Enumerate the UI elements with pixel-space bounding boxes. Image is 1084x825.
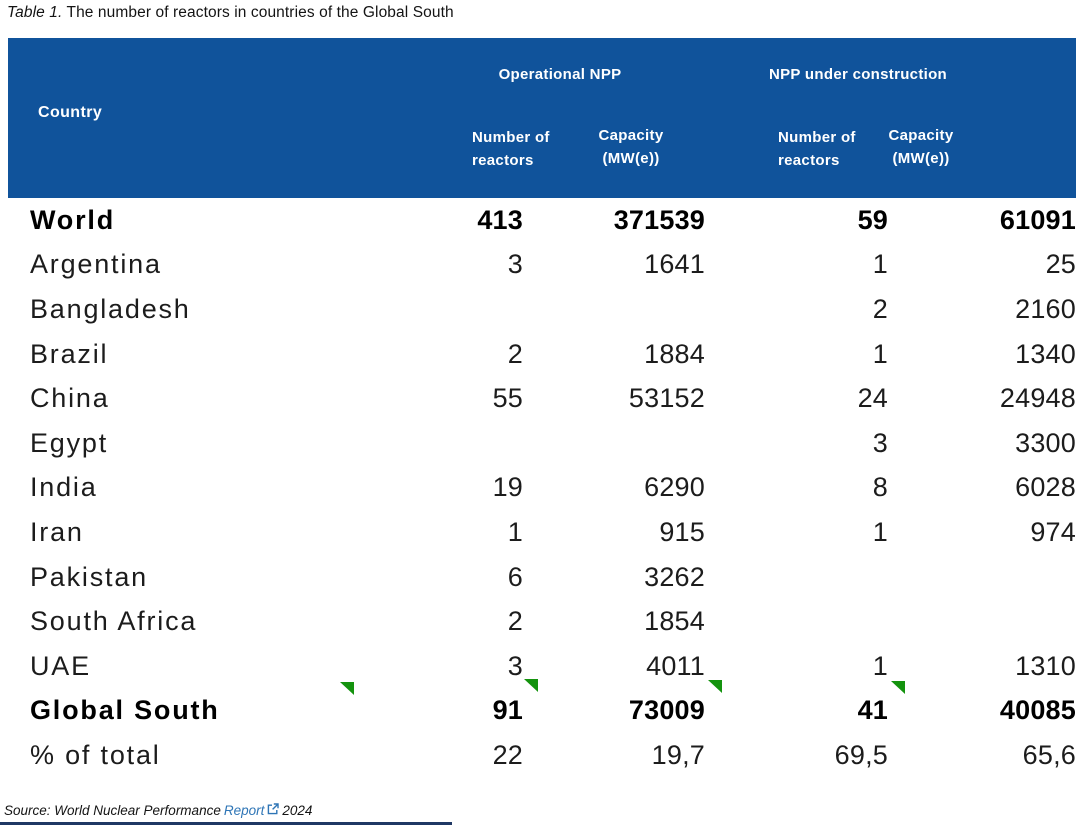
header-op-capacity: Capacity (MW(e)) [598,127,664,167]
value-cell: 1 [872,338,888,369]
value-cell: 3 [507,650,523,681]
value-cell: 1 [872,516,888,547]
value-cell: 1 [507,516,523,547]
table-row: Bangladesh 2 2160 [8,287,1076,332]
country-cell: World [30,204,115,235]
value-cell: 41 [857,695,888,726]
country-cell: China [30,383,110,414]
source-link[interactable]: Report [223,803,265,818]
value-cell: 1310 [1015,650,1076,681]
value-cell [705,599,888,644]
table-body-grid: World 413 371539 59 61091 Argentina 3 1641 1 25 Ba… [8,198,1076,778]
value-cell: 53152 [628,383,705,414]
country-cell: India [30,472,98,503]
country-cell: Iran [30,516,84,547]
table-row: Egypt 3 3300 [8,421,1076,466]
table-caption: Table 1. The number of reactors in count… [7,4,454,22]
source-prefix: Source: World Nuclear Performance [4,803,221,818]
value-cell: 915 [659,516,705,547]
table-row: South Africa 2 1854 [8,599,1076,644]
value-cell [420,287,523,332]
country-cell: UAE [30,650,91,681]
value-cell: 22 [492,739,523,770]
caption-text: The number of reactors in countries of t… [62,4,454,21]
value-cell: 61091 [999,204,1076,235]
value-cell: 2 [872,293,888,324]
value-cell: 6 [507,561,523,592]
value-cell: 1340 [1015,338,1076,369]
value-cell: 4011 [646,650,705,681]
value-cell: 40085 [999,695,1076,726]
value-cell: 1854 [644,606,705,637]
value-cell: 413 [477,204,523,235]
country-cell: Argentina [30,249,162,280]
value-cell: 1 [872,249,888,280]
value-cell: 3 [872,427,888,458]
table-header: Country Operational NPP NPP under constr… [8,38,1076,198]
value-cell: 2160 [1015,293,1076,324]
country-cell: % of total [30,739,161,770]
header-op-number-of-reactors: Number of reactors [472,129,550,169]
value-cell: 3262 [644,561,705,592]
table-row: Pakistan 6 3262 [8,555,1076,600]
caption-label: Table 1. [7,4,63,21]
header-group-construction: NPP under construction [768,66,948,83]
table-row: Global South 91 73009 41 40085 [8,689,1076,734]
value-cell: 24 [857,383,888,414]
value-cell: 371539 [613,204,705,235]
table-row: % of total 22 19,7 69,5 65,6 [8,733,1076,778]
value-cell: 73009 [628,695,705,726]
table-body: World 413 371539 59 61091 Argentina 3 1641 1 25 Ba… [8,198,1076,778]
value-cell: 974 [1030,516,1076,547]
value-cell: 55 [492,383,523,414]
table-row: China 55 53152 24 24948 [8,376,1076,421]
header-country: Country [38,104,103,121]
table-row: UAE 3 4011 1 1310 [8,644,1076,689]
country-cell: Pakistan [30,561,148,592]
header-uc-capacity: Capacity (MW(e)) [888,127,954,167]
value-cell: 2 [507,606,523,637]
country-cell: Global South [30,695,220,726]
source-suffix: 2024 [282,803,313,818]
value-cell: 8 [872,472,888,503]
value-cell: 69,5 [834,739,888,770]
value-cell: 6290 [644,472,705,503]
table-row: India 19 6290 8 6028 [8,466,1076,511]
external-link-icon [268,802,280,814]
value-cell: 1 [872,650,888,681]
value-cell [888,599,1076,644]
data-table: Country Operational NPP NPP under constr… [8,38,1076,778]
table-row: World 413 371539 59 61091 [8,198,1076,243]
value-cell: 2 [507,338,523,369]
table-row: Brazil 2 1884 1 1340 [8,332,1076,377]
value-cell: 25 [1045,249,1076,280]
country-cell: South Africa [30,606,198,637]
country-cell: Egypt [30,427,109,458]
value-cell: 19,7 [651,739,705,770]
value-cell: 65,6 [1022,739,1076,770]
value-cell: 24948 [999,383,1076,414]
source-note: Source: World Nuclear Performance Report… [4,802,313,818]
value-cell [523,421,705,466]
value-cell: 1641 [644,249,705,280]
value-cell [888,555,1076,600]
value-cell [523,287,705,332]
table-row: Iran 1 915 1 974 [8,510,1076,555]
value-cell: 19 [492,472,523,503]
country-cell: Brazil [30,338,109,369]
value-cell: 1884 [644,338,705,369]
country-cell: Bangladesh [30,293,191,324]
header-group-operational: Operational NPP [498,66,622,83]
value-cell: 91 [492,695,523,726]
value-cell: 3 [507,249,523,280]
header-uc-number-of-reactors: Number of reactors [778,129,856,169]
value-cell: 59 [857,204,888,235]
value-cell: 6028 [1015,472,1076,503]
bottom-rule [0,822,452,825]
value-cell: 3300 [1015,427,1076,458]
value-cell [420,421,523,466]
value-cell [705,555,888,600]
table-row: Argentina 3 1641 1 25 [8,243,1076,288]
